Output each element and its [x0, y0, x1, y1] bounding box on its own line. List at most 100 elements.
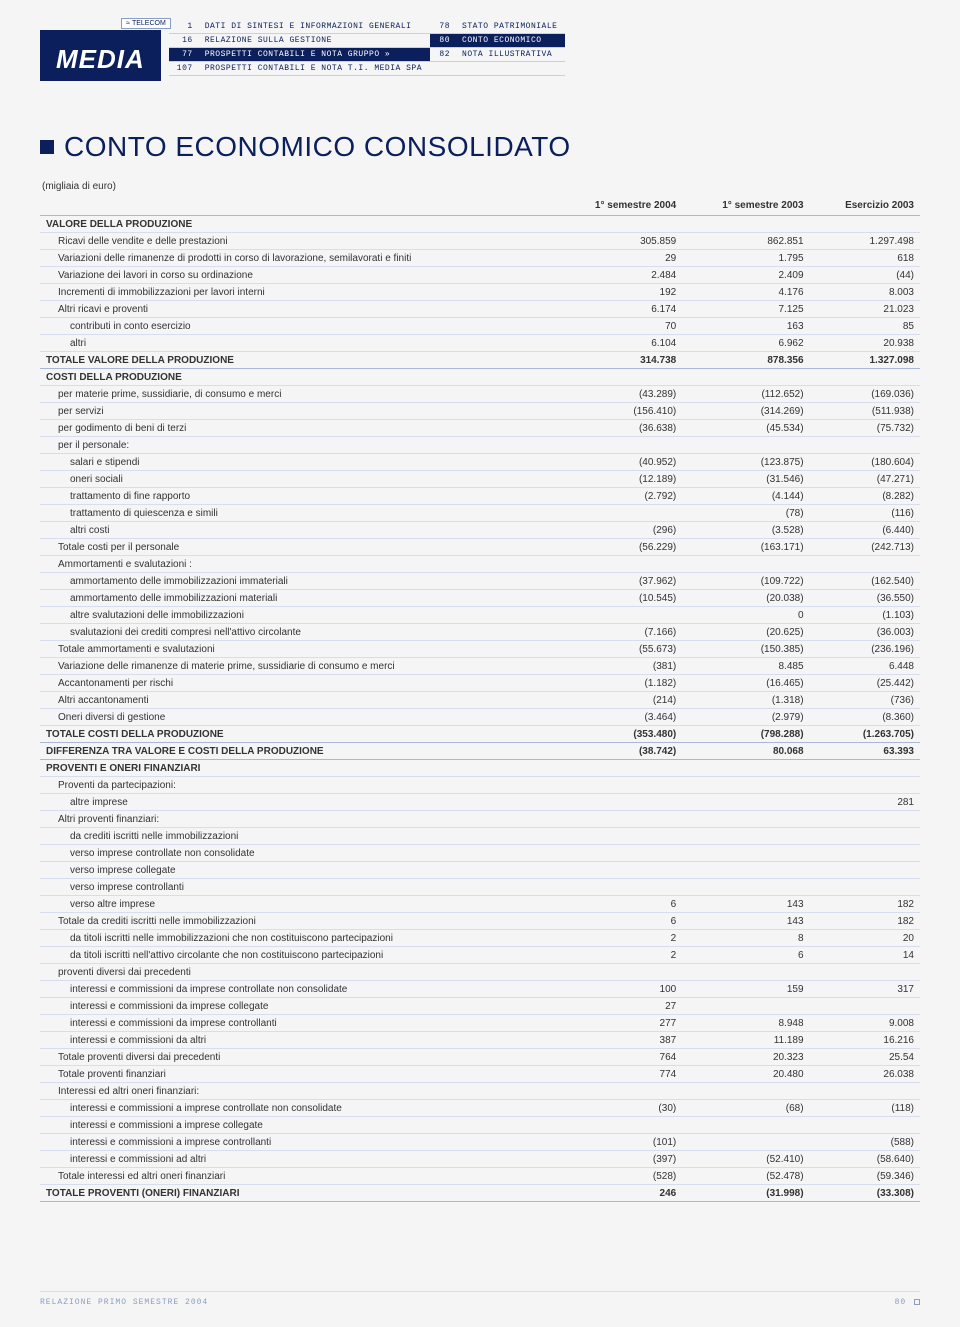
cell-value: (511.938): [810, 403, 920, 420]
table-row: da titoli iscritti nelle immobilizzazion…: [40, 930, 920, 947]
cell-value: [810, 777, 920, 794]
cell-value: 2: [555, 947, 682, 964]
cell-value: 1.327.098: [810, 352, 920, 369]
cell-value: [810, 1083, 920, 1100]
cell-value: 63.393: [810, 743, 920, 760]
cell-value: 29: [555, 250, 682, 267]
table-row: Totale proventi finanziari77420.48026.03…: [40, 1066, 920, 1083]
cell-value: (16.465): [682, 675, 809, 692]
nav-item[interactable]: NOTA ILLUSTRATIVA: [454, 48, 565, 62]
cell-value: [810, 216, 920, 233]
cell-value: [682, 964, 809, 981]
cell-value: (33.308): [810, 1185, 920, 1202]
cell-value: (528): [555, 1168, 682, 1185]
table-row: TOTALE COSTI DELLA PRODUZIONE(353.480)(7…: [40, 726, 920, 743]
row-label: da crediti iscritti nelle immobilizzazio…: [40, 828, 555, 845]
table-row: interessi e commissioni da imprese contr…: [40, 1015, 920, 1032]
nav-item[interactable]: RELAZIONE SULLA GESTIONE: [197, 34, 430, 48]
cell-value: (314.269): [682, 403, 809, 420]
cell-value: (2.979): [682, 709, 809, 726]
table-row: trattamento di fine rapporto(2.792)(4.14…: [40, 488, 920, 505]
nav-page-num[interactable]: 1: [169, 20, 197, 34]
row-label: DIFFERENZA TRA VALORE E COSTI DELLA PROD…: [40, 743, 555, 760]
table-row: per godimento di beni di terzi(36.638)(4…: [40, 420, 920, 437]
row-label: per il personale:: [40, 437, 555, 454]
table-row: Totale ammortamenti e svalutazioni(55.67…: [40, 641, 920, 658]
nav-item[interactable]: DATI DI SINTESI E INFORMAZIONI GENERALI: [197, 20, 430, 34]
cell-value: [810, 862, 920, 879]
cell-value: (381): [555, 658, 682, 675]
row-label: Incrementi di immobilizzazioni per lavor…: [40, 284, 555, 301]
cell-value: 21.023: [810, 301, 920, 318]
nav-page-num[interactable]: 78: [430, 20, 454, 34]
cell-value: 878.356: [682, 352, 809, 369]
cell-value: (109.722): [682, 573, 809, 590]
cell-value: (118): [810, 1100, 920, 1117]
income-statement-table: 1° semestre 20041° semestre 2003Esercizi…: [40, 196, 920, 1202]
table-row: altre svalutazioni delle immobilizzazion…: [40, 607, 920, 624]
row-label: per materie prime, sussidiarie, di consu…: [40, 386, 555, 403]
table-row: interessi e commissioni a imprese contro…: [40, 1100, 920, 1117]
row-label: Accantonamenti per rischi: [40, 675, 555, 692]
cell-value: 80.068: [682, 743, 809, 760]
nav-page-num[interactable]: 16: [169, 34, 197, 48]
title-row: CONTO ECONOMICO CONSOLIDATO: [40, 131, 920, 163]
cell-value: (3.464): [555, 709, 682, 726]
nav-item[interactable]: STATO PATRIMONIALE: [454, 20, 565, 34]
row-label: Altri proventi finanziari:: [40, 811, 555, 828]
row-label: Totale proventi diversi dai precedenti: [40, 1049, 555, 1066]
cell-value: (38.742): [555, 743, 682, 760]
cell-value: [810, 760, 920, 777]
cell-value: 277: [555, 1015, 682, 1032]
cell-value: 8: [682, 930, 809, 947]
row-label: Ricavi delle vendite e delle prestazioni: [40, 233, 555, 250]
row-label: TOTALE VALORE DELLA PRODUZIONE: [40, 352, 555, 369]
cell-value: 192: [555, 284, 682, 301]
nav-item[interactable]: PROSPETTI CONTABILI E NOTA T.I. MEDIA SP…: [197, 62, 430, 76]
cell-value: [682, 998, 809, 1015]
table-row: PROVENTI E ONERI FINANZIARI: [40, 760, 920, 777]
row-label: proventi diversi dai precedenti: [40, 964, 555, 981]
row-label: Variazione delle rimanenze di materie pr…: [40, 658, 555, 675]
cell-value: [682, 1117, 809, 1134]
nav-item[interactable]: PROSPETTI CONTABILI E NOTA GRUPPO »: [197, 48, 430, 62]
cell-value: 20: [810, 930, 920, 947]
nav-page-num[interactable]: 82: [430, 48, 454, 62]
row-label: per servizi: [40, 403, 555, 420]
cell-value: [810, 369, 920, 386]
cell-value: [682, 760, 809, 777]
nav-item[interactable]: CONTO ECONOMICO: [454, 34, 565, 48]
table-row: proventi diversi dai precedenti: [40, 964, 920, 981]
cell-value: [682, 556, 809, 573]
nav-page-num[interactable]: 107: [169, 62, 197, 76]
row-label: Variazioni delle rimanenze di prodotti i…: [40, 250, 555, 267]
table-row: verso imprese collegate: [40, 862, 920, 879]
cell-value: 20.323: [682, 1049, 809, 1066]
cell-value: (353.480): [555, 726, 682, 743]
row-label: Oneri diversi di gestione: [40, 709, 555, 726]
cell-value: [810, 845, 920, 862]
nav-page-num[interactable]: 80: [430, 34, 454, 48]
row-label: interessi e commissioni a imprese colleg…: [40, 1117, 555, 1134]
cell-value: [682, 862, 809, 879]
cell-value: 26.038: [810, 1066, 920, 1083]
cell-value: (30): [555, 1100, 682, 1117]
cell-value: 2: [555, 930, 682, 947]
cell-value: 0: [682, 607, 809, 624]
row-label: Totale da crediti iscritti nelle immobil…: [40, 913, 555, 930]
table-row: ammortamento delle immobilizzazioni mate…: [40, 590, 920, 607]
table-row: Variazione dei lavori in corso su ordina…: [40, 267, 920, 284]
table-row: per il personale:: [40, 437, 920, 454]
cell-value: 70: [555, 318, 682, 335]
row-label: verso altre imprese: [40, 896, 555, 913]
cell-value: 6.104: [555, 335, 682, 352]
cell-value: (52.410): [682, 1151, 809, 1168]
nav-page-num[interactable]: 77: [169, 48, 197, 62]
table-row: interessi e commissioni a imprese contro…: [40, 1134, 920, 1151]
cell-value: 143: [682, 896, 809, 913]
cell-value: 314.738: [555, 352, 682, 369]
row-label: Proventi da partecipazioni:: [40, 777, 555, 794]
row-label: interessi e commissioni ad altri: [40, 1151, 555, 1168]
table-row: Ammortamenti e svalutazioni :: [40, 556, 920, 573]
cell-value: (20.625): [682, 624, 809, 641]
